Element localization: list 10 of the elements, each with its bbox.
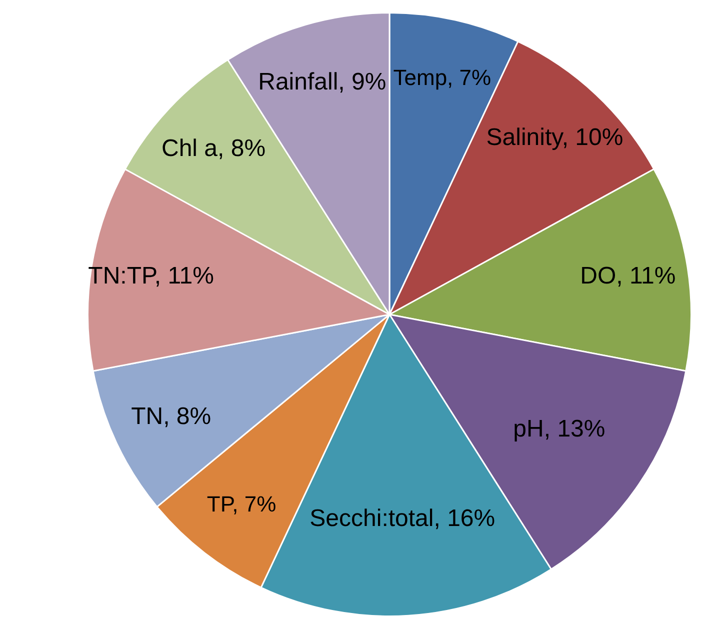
slice-label: DO, 11% (580, 262, 676, 290)
slice-label: Temp, 7% (393, 64, 492, 90)
slice-label: TP, 7% (206, 491, 276, 516)
slice-label: TN:TP, 11% (88, 262, 214, 290)
slice-label: TN, 8% (131, 402, 212, 430)
slice-label: Rainfall, 9% (258, 68, 386, 96)
slice-label: Secchi:total, 16% (310, 504, 496, 532)
slice-label: Chl a, 8% (161, 134, 266, 162)
slice-label: Salinity, 10% (486, 124, 624, 152)
slice-label: pH, 13% (513, 415, 606, 442)
